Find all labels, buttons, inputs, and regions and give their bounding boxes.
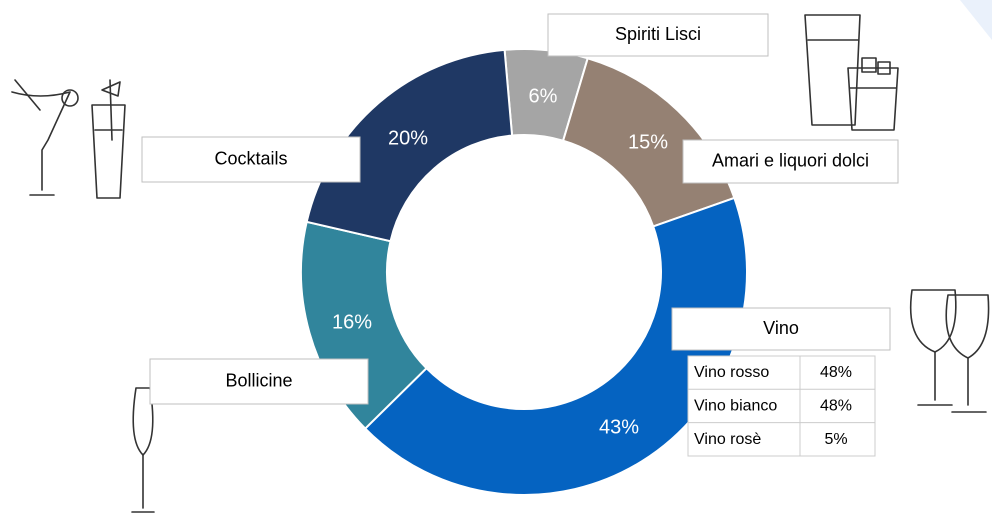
table-frame bbox=[687, 355, 876, 457]
table-cell: Vino rosso bbox=[694, 364, 769, 381]
table-cell: 5% bbox=[824, 431, 847, 448]
value-label: 16% bbox=[332, 311, 372, 333]
cocktail-icon bbox=[11, 79, 126, 199]
table-cell: Vino rosè bbox=[694, 431, 761, 448]
category-label: Vino bbox=[763, 318, 799, 338]
value-label: 6% bbox=[529, 85, 558, 107]
category-label: Cocktails bbox=[214, 148, 287, 168]
value-label: 20% bbox=[388, 127, 428, 149]
category-box bbox=[149, 358, 369, 405]
category-box bbox=[547, 13, 769, 57]
wine-icon bbox=[909, 289, 990, 413]
decor bbox=[960, 0, 992, 40]
category-label: Amari e liquori dolci bbox=[712, 150, 869, 170]
value-label: 43% bbox=[599, 416, 639, 438]
category-label: Bollicine bbox=[225, 370, 292, 390]
table-cell: Vino bianco bbox=[694, 398, 777, 415]
flute-icon bbox=[131, 387, 155, 513]
category-box bbox=[682, 139, 899, 184]
sub-table: Vino rosso 48% Vino bianco 48% Vino rosè 5% bbox=[687, 355, 876, 457]
category-box bbox=[671, 307, 891, 351]
spirits-icon bbox=[804, 14, 899, 131]
category-box bbox=[141, 136, 361, 183]
table-cell: 48% bbox=[820, 364, 852, 381]
value-label: 15% bbox=[628, 131, 668, 153]
table-cell: 48% bbox=[820, 398, 852, 415]
category-label: Spiriti Lisci bbox=[615, 24, 701, 44]
